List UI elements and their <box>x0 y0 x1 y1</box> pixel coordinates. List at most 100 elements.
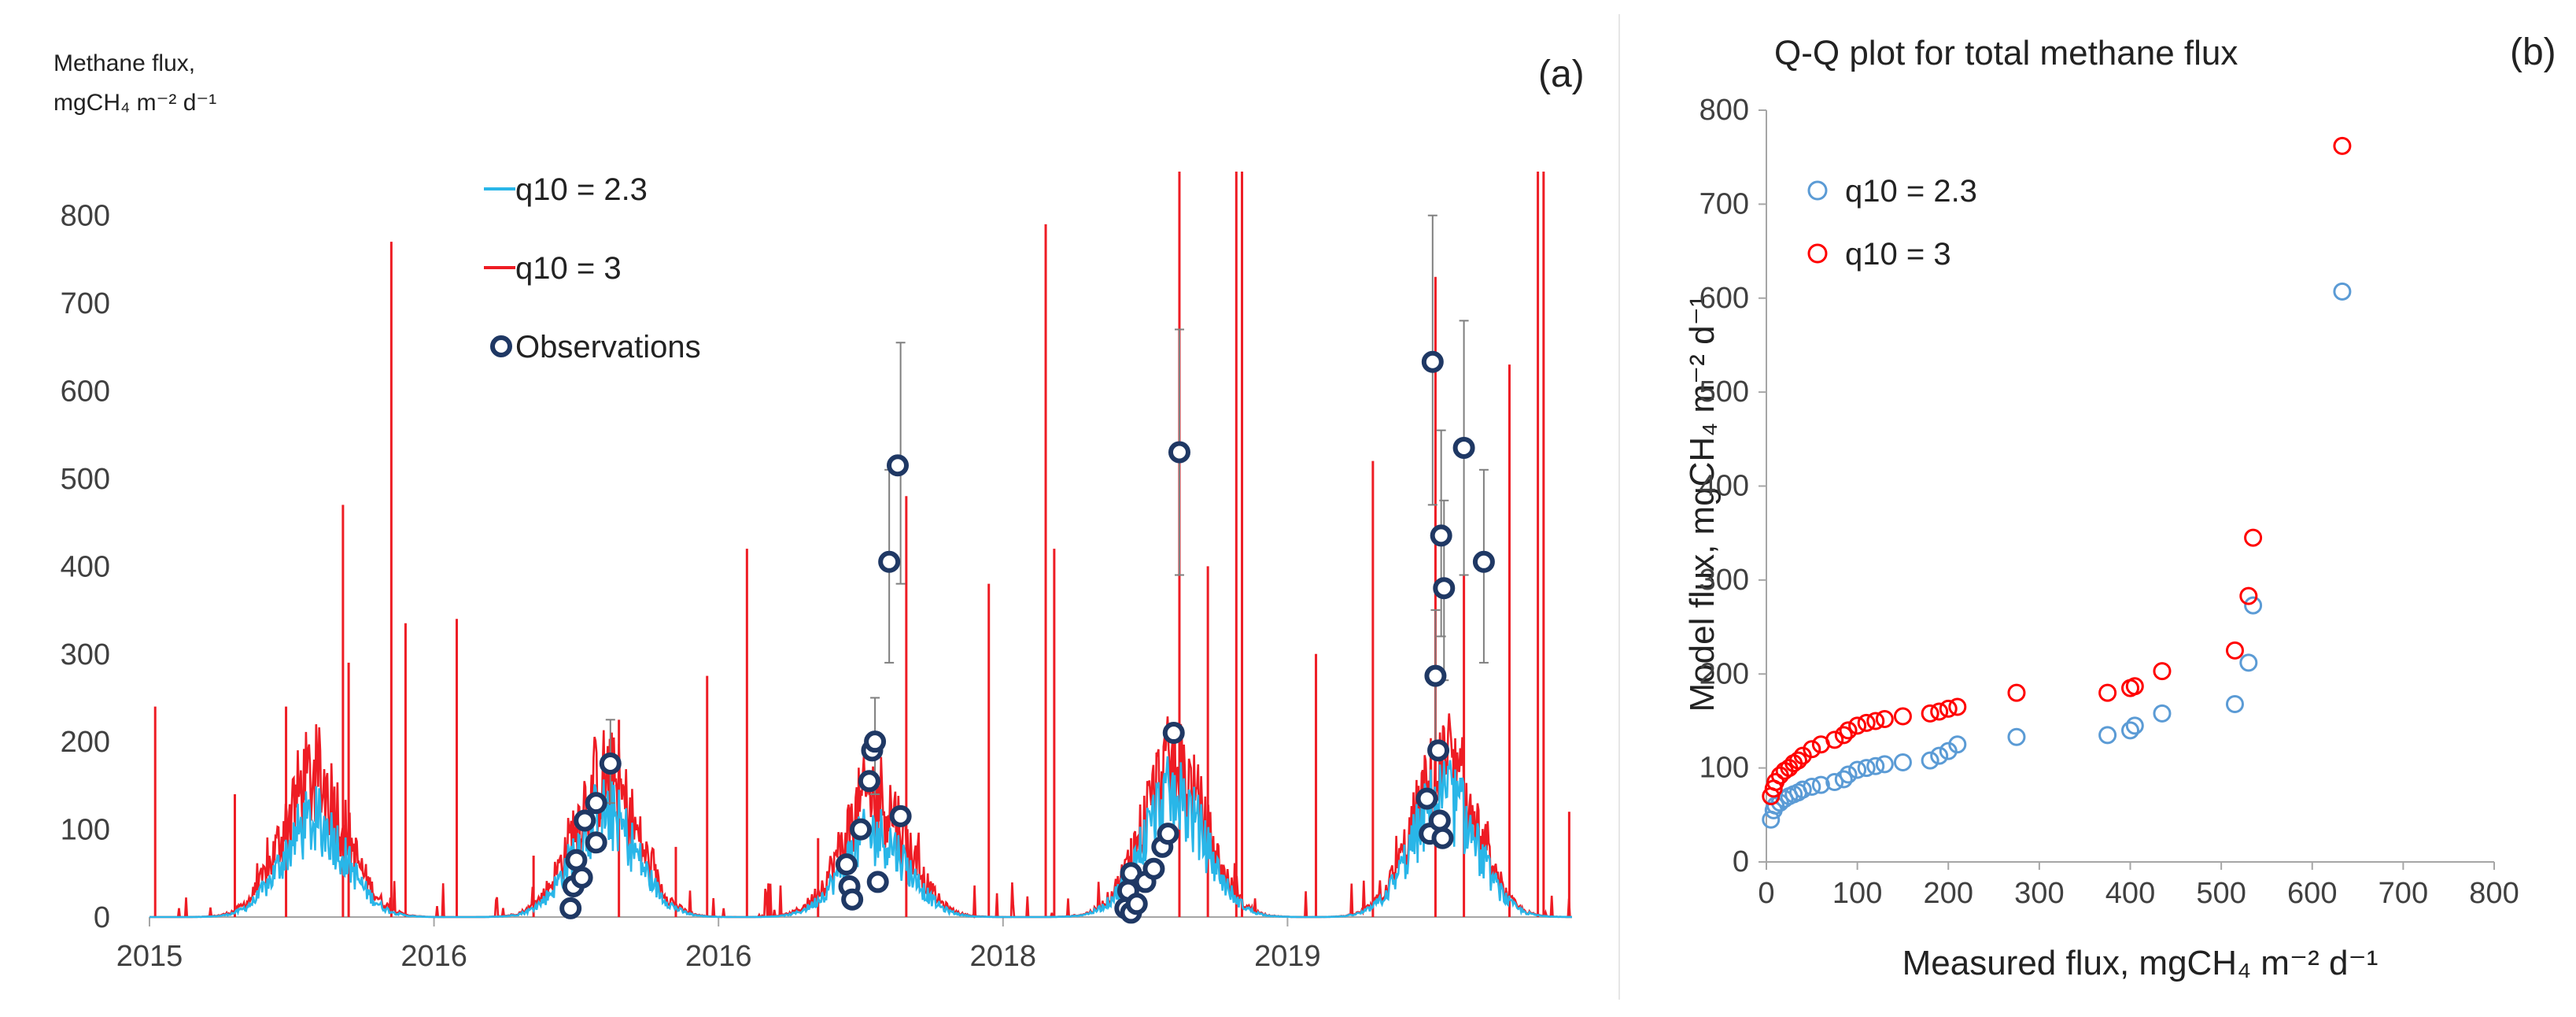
panel-a-ytick-label: 400 <box>61 550 110 583</box>
qq-point-q10-2.3 <box>2225 694 2244 713</box>
qq-point-q10-2.3 <box>2244 596 2263 615</box>
panel-a-chart: Methane flux, mgCH₄ m⁻² d⁻¹ (a) 0 100 200 3… <box>54 14 1620 1000</box>
panel-a-axes: 0 100 200 300 400 500 600 700 800 2015 2016 2016 201… <box>61 200 1572 973</box>
qq-point-q10-3 <box>1893 707 1912 726</box>
qq-point-q10-2.3 <box>2153 704 2172 723</box>
legend-label-q10-2.3: q10 = 2.3 <box>515 172 648 207</box>
legend-label-qq-q10-3: q10 = 3 <box>1845 237 1951 272</box>
qq-point-q10-2.3 <box>1803 778 1821 796</box>
panel-b-ytick-label: 800 <box>1699 94 1749 127</box>
observation-point <box>1415 787 1438 810</box>
panel-a-ytick-label: 100 <box>61 814 110 847</box>
qq-point-q10-2.3 <box>2125 716 2144 735</box>
panel-b-ytick-label: 400 <box>1699 470 1749 503</box>
observation-point <box>1421 350 1444 373</box>
observation-point <box>841 888 864 911</box>
legend-label-qq-q10-2.3: q10 = 2.3 <box>1845 174 1977 209</box>
panel-a-ytick-label: 200 <box>61 726 110 759</box>
legend-marker-qq-q10-3 <box>1807 243 1828 264</box>
legend-marker-qq-q10-2.3 <box>1807 180 1828 201</box>
observation-point <box>1430 524 1452 547</box>
qq-point-q10-3 <box>2239 586 2258 605</box>
observation-point <box>878 550 901 573</box>
observation-point <box>835 853 858 876</box>
qq-point-q10-3 <box>2007 683 2026 702</box>
observation-point <box>866 871 889 893</box>
panel-a-ytick-label: 500 <box>61 463 110 496</box>
observation-point <box>889 804 912 827</box>
qq-point-q10-3 <box>1839 721 1858 740</box>
panel-b-xtick-label: 400 <box>2105 877 2155 910</box>
panel-b-xtick-label: 600 <box>2287 877 2337 910</box>
observation-point <box>1157 823 1179 845</box>
qq-point-q10-3 <box>1921 704 1939 723</box>
observation-point <box>1472 550 1495 573</box>
qq-point-q10-2.3 <box>1948 735 1967 754</box>
panel-b-ytick-label: 500 <box>1699 375 1749 409</box>
qq-point-q10-3 <box>2125 677 2144 696</box>
panel-a-ylabel-line1: Methane flux, <box>54 50 195 76</box>
observation-point <box>574 809 596 832</box>
panel-b-ytick-label: 700 <box>1699 187 1749 220</box>
observations-series <box>559 350 1495 924</box>
panel-b-ylabel: Model flux, mgCH₄ m⁻² d⁻¹ <box>1683 296 1722 712</box>
panel-b-xtick-label: 700 <box>2379 877 2428 910</box>
observation-point <box>1427 739 1450 762</box>
qq-point-q10-3 <box>2244 528 2263 547</box>
qq-point-q10-3 <box>1930 702 1949 721</box>
qq-point-q10-3 <box>1848 716 1867 735</box>
panel-a-xtick-label: 2019 <box>1254 940 1321 973</box>
qq-point-q10-2.3 <box>1839 765 1858 784</box>
qq-point-q10-3 <box>1857 713 1876 732</box>
q10-3-series <box>149 172 1572 919</box>
panel-a-ylabel-unit: mgCH₄ m⁻² d⁻¹ <box>54 90 216 116</box>
qq-point-q10-2.3 <box>1921 751 1939 770</box>
observation-point <box>1452 436 1475 459</box>
panel-b-title: Q-Q plot for total methane flux <box>1774 34 2238 72</box>
legend-label-q10-3: q10 = 3 <box>515 251 622 286</box>
panel-b-axes: 0 100 200 300 400 500 600 700 800 0 100 200 300 400 50… <box>1699 94 2519 910</box>
panel-a-ytick-label: 0 <box>94 901 110 934</box>
panel-b-xtick-label: 200 <box>1924 877 1973 910</box>
panel-b-xtick-label: 500 <box>2196 877 2246 910</box>
panel-a-ytick-label: 600 <box>61 375 110 409</box>
observation-point <box>1424 664 1447 687</box>
qq-point-q10-2.3 <box>1811 775 1830 794</box>
panel-a-legend: q10 = 2.3 q10 = 3 Observations <box>484 172 701 364</box>
observation-point <box>1168 441 1190 464</box>
qq-point-q10-2.3 <box>1857 759 1876 778</box>
panel-b-ytick-label: 200 <box>1699 657 1749 690</box>
panel-b-legend: q10 = 2.3 q10 = 3 <box>1807 174 1977 272</box>
panel-b-ytick-label: 600 <box>1699 282 1749 315</box>
error-bars <box>605 214 1489 804</box>
qq-point-q10-3 <box>1875 710 1894 729</box>
panel-a-ytick-label: 700 <box>61 287 110 320</box>
qq-point-q10-3 <box>1803 740 1821 759</box>
qq-point-q10-3 <box>1788 751 1807 770</box>
qq-point-q10-2.3 <box>2007 727 2026 746</box>
qq-point-q10-3 <box>1825 730 1844 749</box>
qq-point-q10-2.3 <box>1793 780 1812 799</box>
qq-points <box>1762 136 2352 829</box>
observation-point <box>570 866 593 889</box>
qq-point-q10-2.3 <box>1930 746 1949 765</box>
panel-b-xtick-label: 300 <box>2014 877 2064 910</box>
panel-a-ytick-label: 800 <box>61 200 110 233</box>
panel-b-ytick-label: 300 <box>1699 564 1749 597</box>
qq-point-q10-2.3 <box>1834 770 1853 789</box>
observation-point <box>1433 577 1456 600</box>
qq-point-q10-2.3 <box>1848 760 1867 779</box>
qq-point-q10-2.3 <box>1875 755 1894 774</box>
panel-b-xtick-label: 0 <box>1758 877 1774 910</box>
legend-label-observations: Observations <box>515 330 701 364</box>
observation-point <box>850 818 872 841</box>
panel-b-xtick-label: 800 <box>2469 877 2519 910</box>
qq-point-q10-2.3 <box>1893 753 1912 771</box>
qq-point-q10-3 <box>1793 746 1812 765</box>
observation-point <box>1142 857 1165 880</box>
observation-point <box>1428 809 1451 832</box>
panel-a-ytick-label: 300 <box>61 638 110 671</box>
qq-point-q10-2.3 <box>2239 653 2258 672</box>
observation-point <box>559 897 582 919</box>
